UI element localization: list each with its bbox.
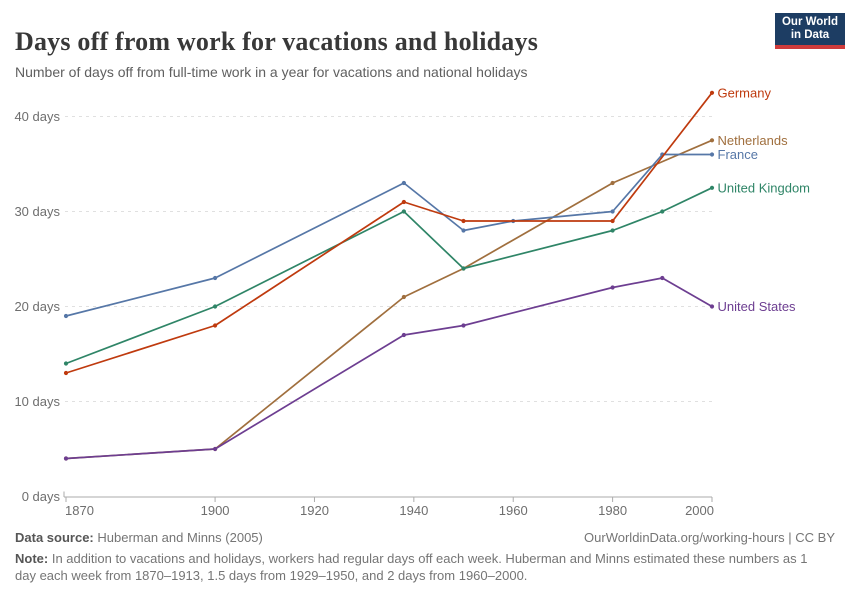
data-point-germany-1980[interactable] — [610, 218, 615, 224]
data-source: Data source: Huberman and Minns (2005) — [15, 530, 263, 545]
data-point-germany-1950[interactable] — [461, 218, 466, 224]
data-point-france-1938[interactable] — [401, 180, 406, 186]
data-source-label: Data source: — [15, 530, 94, 545]
x-tick-label-1870: 1870 — [65, 503, 94, 518]
data-point-germany-1870[interactable] — [63, 370, 69, 376]
data-point-france-1870[interactable] — [63, 313, 69, 319]
data-point-united-states-1938[interactable] — [401, 332, 406, 338]
chart-note: Note: In addition to vacations and holid… — [15, 550, 808, 584]
data-point-germany-2000[interactable] — [709, 90, 715, 95]
note-text: In addition to vacations and holidays, w… — [15, 551, 808, 583]
data-point-united-states-1980[interactable] — [610, 285, 615, 290]
line-chart-canvas[interactable]: 0 days 10 days 20 days 30 days 40 days 1870 19… — [0, 0, 850, 525]
data-point-germany-1900[interactable] — [213, 323, 218, 328]
data-point-united-states-1950[interactable] — [461, 323, 466, 328]
y-tick-label-20: 20 days — [14, 299, 60, 314]
chart-subtitle: Number of days off from full-time work i… — [15, 64, 528, 80]
data-point-united-kingdom-1900[interactable] — [213, 304, 218, 309]
data-point-united-kingdom-1950[interactable] — [461, 266, 466, 271]
series-line-netherlands[interactable] — [65, 139, 713, 460]
y-tick-label-10: 10 days — [14, 394, 60, 409]
data-point-france-1950[interactable] — [461, 228, 466, 233]
x-tick-label-1940: 1940 — [399, 503, 428, 518]
data-point-netherlands-1980[interactable] — [610, 180, 615, 186]
series-label-germany[interactable]: Germany — [718, 85, 772, 100]
page-title: Days off from work for vacations and hol… — [15, 27, 539, 57]
data-source-value: Huberman and Minns (2005) — [97, 530, 263, 545]
x-tick-label-1920: 1920 — [300, 503, 329, 518]
data-point-united-kingdom-1870[interactable] — [63, 361, 69, 366]
logo-line-2: in Data — [790, 29, 830, 41]
series-label-united-states[interactable]: United States — [718, 299, 797, 314]
data-point-netherlands-1938[interactable] — [401, 294, 406, 300]
y-tick-label-30: 30 days — [14, 204, 60, 219]
owid-logo[interactable]: Our World in Data — [775, 13, 845, 49]
logo-accent-bar — [775, 45, 845, 49]
data-point-france-2000[interactable] — [709, 152, 715, 157]
data-point-netherlands-2000[interactable] — [709, 138, 715, 143]
series-label-france[interactable]: France — [718, 147, 758, 162]
logo-line-1: Our World — [781, 16, 838, 28]
x-tick-label-1960: 1960 — [499, 503, 528, 518]
data-point-france-1900[interactable] — [213, 275, 218, 281]
x-tick-label-1980: 1980 — [598, 503, 627, 518]
data-point-united-states-1900[interactable] — [213, 446, 218, 452]
series-line-united-states[interactable] — [65, 277, 713, 460]
data-point-united-states-1870[interactable] — [63, 456, 69, 461]
data-point-united-kingdom-1990[interactable] — [660, 209, 665, 214]
footer-source-row: Data source: Huberman and Minns (2005) O… — [15, 530, 835, 545]
series-line-germany[interactable] — [65, 91, 713, 374]
credit-link[interactable]: OurWorldinData.org/working-hours | CC BY — [584, 530, 835, 545]
series-label-united-kingdom[interactable]: United Kingdom — [718, 180, 811, 195]
data-point-france-1980[interactable] — [610, 209, 615, 214]
data-point-united-states-2000[interactable] — [709, 304, 715, 309]
y-tick-label-40: 40 days — [14, 109, 60, 124]
note-label: Note: — [15, 551, 49, 566]
series-label-netherlands[interactable]: Netherlands — [718, 133, 789, 148]
y-tick-label-0: 0 days — [22, 489, 61, 504]
data-point-germany-1938[interactable] — [401, 199, 406, 205]
series-line-united-kingdom[interactable] — [65, 186, 713, 365]
data-point-united-states-1990[interactable] — [660, 275, 665, 281]
data-point-united-kingdom-1938[interactable] — [401, 209, 406, 214]
data-point-united-kingdom-2000[interactable] — [709, 185, 715, 190]
x-tick-label-1900: 1900 — [201, 503, 230, 518]
x-tick-label-2000: 2000 — [685, 503, 714, 518]
data-point-united-kingdom-1980[interactable] — [610, 228, 615, 233]
series-line-france[interactable] — [65, 153, 713, 317]
